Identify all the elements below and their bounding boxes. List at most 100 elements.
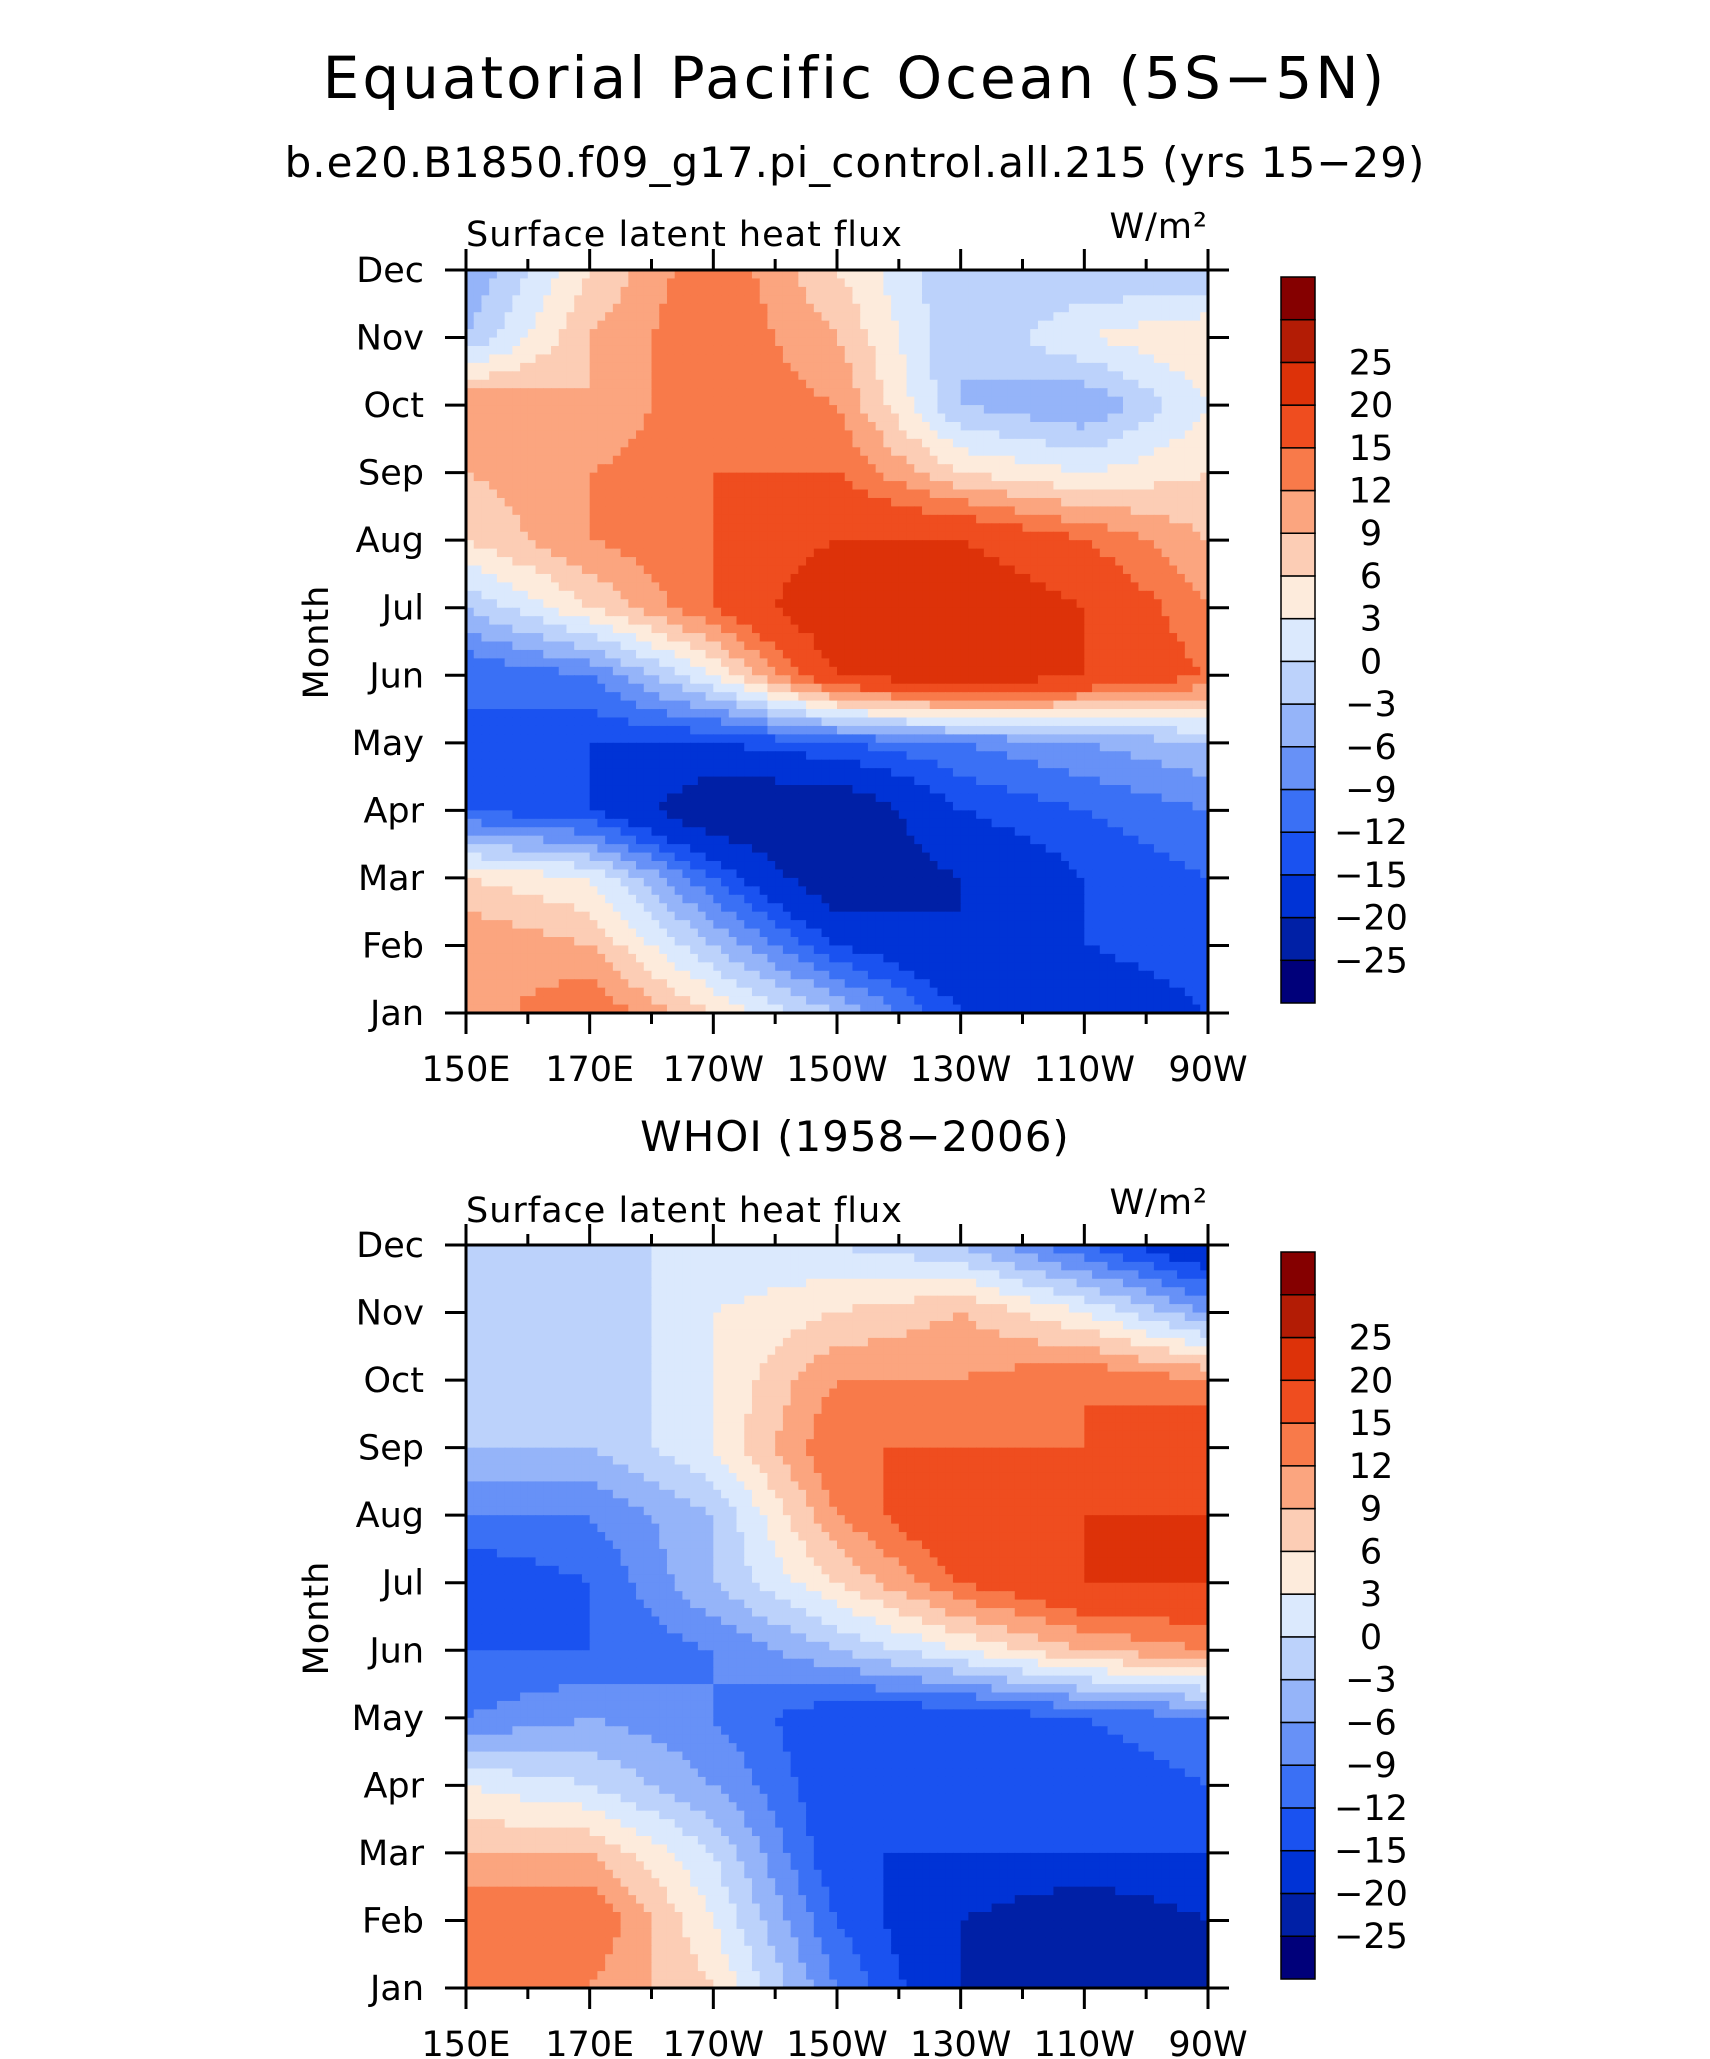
heatmap-cell [713, 506, 722, 516]
heatmap-cell [1130, 666, 1140, 676]
heatmap-cell [1153, 379, 1163, 389]
heatmap-cell [574, 514, 583, 524]
heatmap-cell [813, 624, 823, 634]
heatmap-cell [597, 286, 606, 296]
heatmap-cell [581, 405, 591, 415]
heatmap-cell [751, 692, 761, 702]
heatmap-cell [643, 548, 653, 558]
heatmap-cell [1068, 557, 1078, 567]
heatmap-cell [535, 658, 544, 668]
heatmap-cell [473, 514, 483, 524]
heatmap-cell [1076, 624, 1085, 634]
heatmap-cell [1184, 548, 1194, 558]
heatmap-cell [1084, 531, 1093, 541]
heatmap-cell [666, 531, 676, 541]
heatmap-cell [473, 557, 483, 567]
heatmap-cell [891, 599, 900, 609]
heatmap-cell [736, 624, 745, 634]
heatmap-cell [697, 286, 707, 296]
heatmap-cell [821, 379, 830, 389]
heatmap-cell [999, 683, 1008, 693]
heatmap-cell [1037, 329, 1047, 339]
heatmap-cell [1076, 666, 1085, 676]
heatmap-cell [891, 270, 900, 280]
heatmap-cell [906, 413, 915, 423]
heatmap-cell [1022, 413, 1031, 423]
heatmap-cell [1045, 270, 1055, 280]
heatmap-cell [473, 320, 483, 330]
heatmap-cell [512, 481, 521, 491]
heatmap-cell [922, 599, 931, 609]
heatmap-cell [1169, 303, 1178, 313]
heatmap-cell [605, 540, 614, 550]
heatmap-cell [744, 312, 753, 322]
heatmap-cell [489, 396, 498, 406]
heatmap-cell [1076, 278, 1085, 288]
heatmap-cell [1037, 582, 1047, 592]
heatmap-cell [527, 345, 537, 356]
heatmap-cell [1007, 616, 1016, 626]
heatmap-cell [991, 565, 1000, 575]
heatmap-cell [914, 270, 923, 280]
heatmap-cell [775, 455, 784, 465]
heatmap-cell [651, 565, 660, 575]
heatmap-cell [1014, 666, 1024, 676]
heatmap-cell [968, 354, 977, 364]
heatmap-cell [1177, 599, 1186, 609]
heatmap-cell [782, 506, 792, 516]
heatmap-cell [705, 523, 714, 533]
heatmap-cell [837, 421, 846, 432]
heatmap-cell [867, 345, 877, 356]
heatmap-cell [844, 362, 854, 372]
heatmap-cell [543, 472, 552, 482]
heatmap-cell [728, 472, 738, 482]
heatmap-cell [759, 616, 769, 626]
heatmap-cell [496, 557, 506, 567]
heatmap-cell [1122, 649, 1132, 659]
heatmap-cell [512, 692, 521, 702]
heatmap-cell [566, 531, 575, 541]
heatmap-cell [589, 405, 598, 415]
heatmap-cell [1084, 286, 1093, 296]
heatmap-cell [481, 278, 490, 288]
heatmap-cell [1130, 303, 1140, 313]
heatmap-cell [705, 481, 714, 491]
heatmap-cell [790, 405, 799, 415]
heatmap-cell [937, 582, 946, 592]
heatmap-cell [1169, 438, 1178, 448]
heatmap-cell [682, 633, 691, 643]
heatmap-cell [1084, 438, 1093, 448]
heatmap-cell [867, 405, 877, 415]
heatmap-cell [1076, 692, 1085, 702]
heatmap-cell [991, 590, 1000, 600]
heatmap-cell [713, 582, 722, 592]
heatmap-cell [1092, 675, 1101, 685]
heatmap-cell [883, 312, 892, 322]
heatmap-cell [628, 624, 637, 634]
heatmap-cell [481, 506, 490, 516]
heatmap-cell [574, 447, 583, 457]
heatmap-cell [821, 354, 830, 364]
heatmap-cell [867, 658, 877, 668]
heatmap-cell [945, 286, 954, 296]
heatmap-cell [651, 295, 660, 305]
heatmap-cell [597, 497, 606, 508]
heatmap-cell [813, 464, 823, 474]
heatmap-cell [666, 700, 676, 710]
heatmap-cell [782, 531, 792, 541]
heatmap-cell [1099, 514, 1109, 524]
heatmap-cell [728, 312, 738, 322]
heatmap-cell [798, 548, 807, 558]
heatmap-cell [867, 675, 877, 685]
heatmap-cell [489, 278, 498, 288]
heatmap-cell [466, 633, 475, 643]
heatmap-cell [852, 286, 861, 296]
heatmap-cell [1184, 565, 1194, 575]
heatmap-cell [1130, 312, 1140, 322]
heatmap-cell [906, 396, 915, 406]
heatmap-cell [636, 371, 645, 381]
heatmap-cell [520, 303, 529, 313]
heatmap-cell [914, 455, 923, 465]
heatmap-cell [535, 497, 544, 508]
heatmap-cell [589, 329, 598, 339]
